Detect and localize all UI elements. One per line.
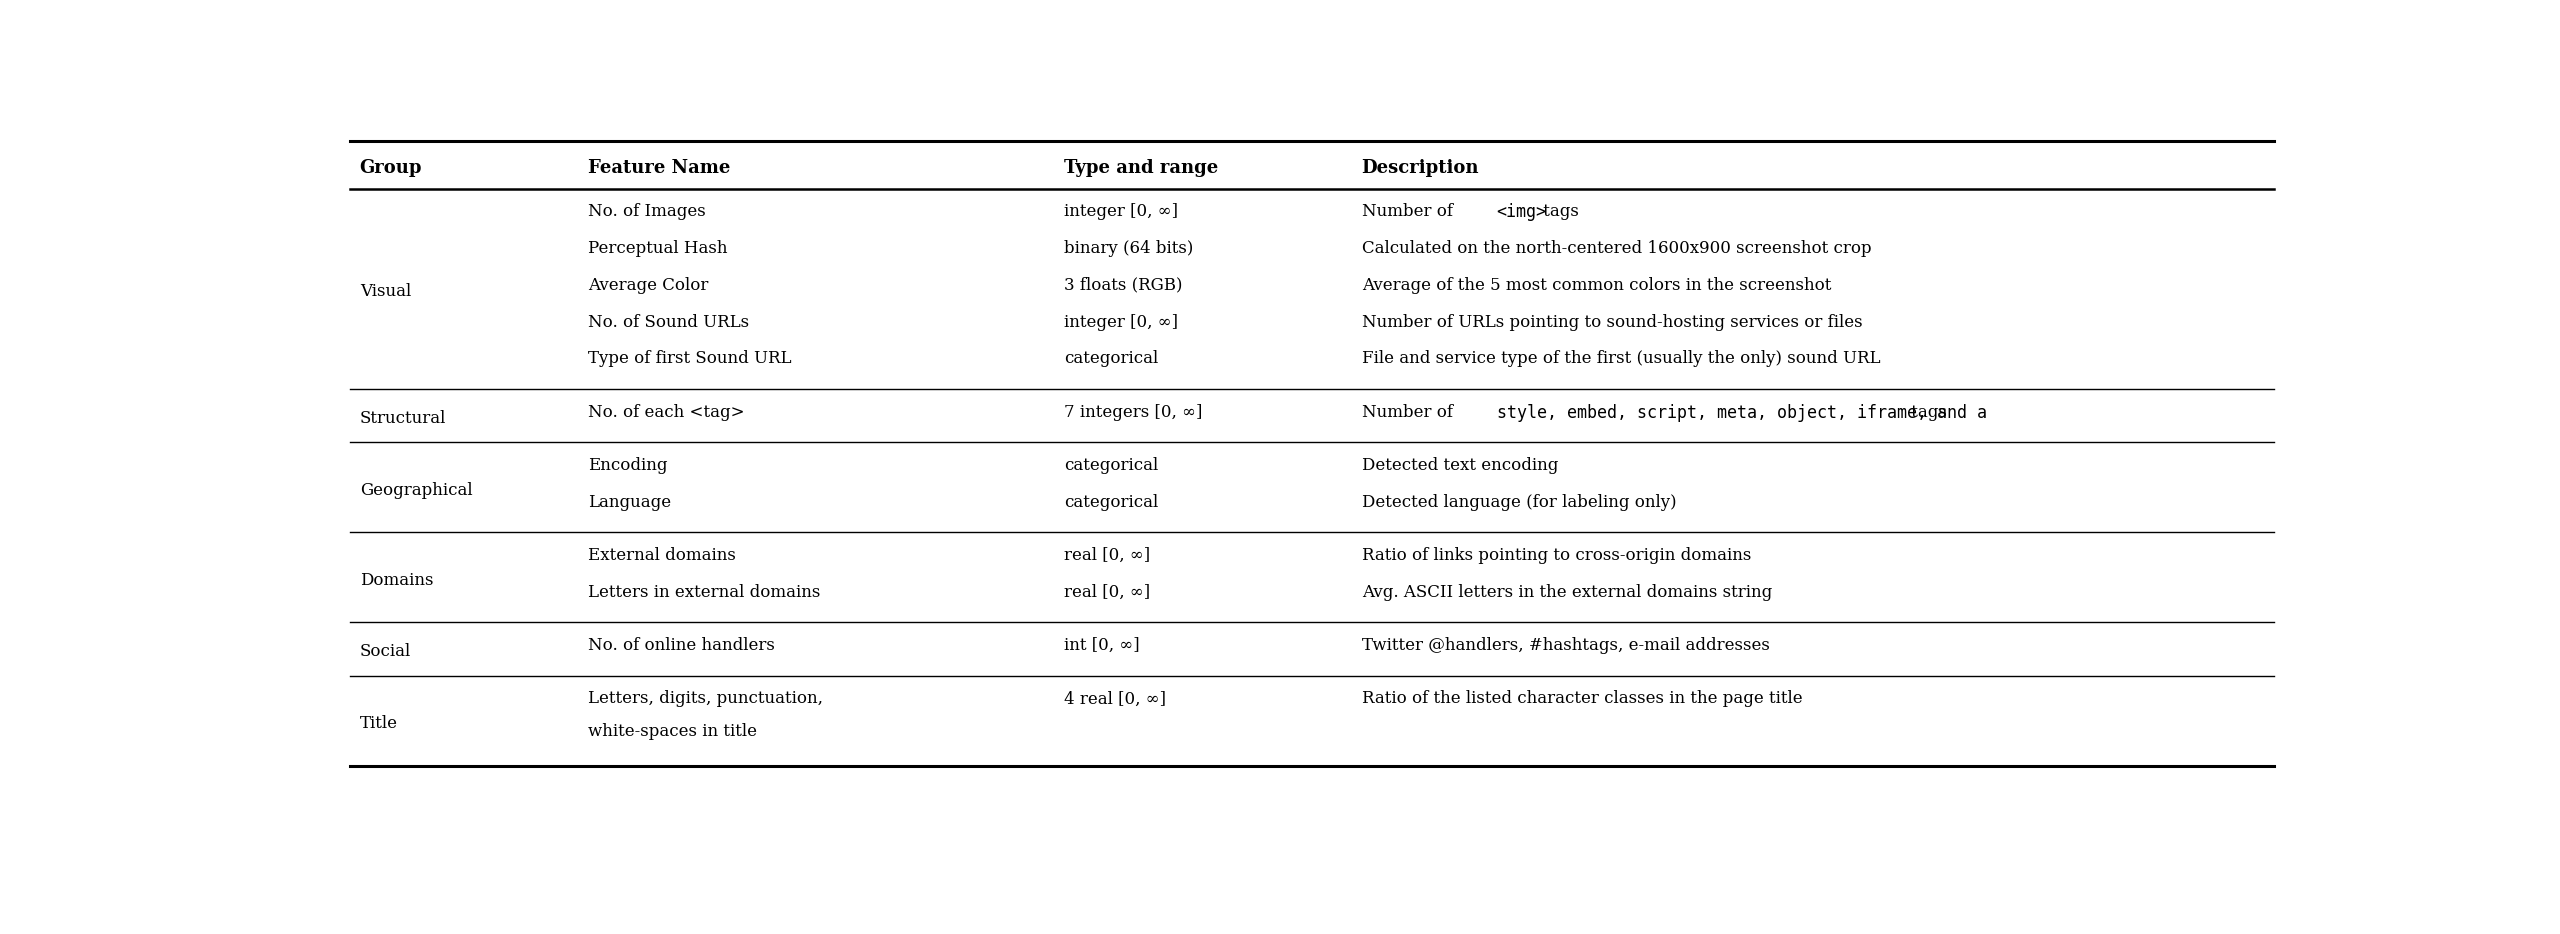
Text: Description: Description (1362, 160, 1480, 177)
Text: categorical: categorical (1065, 494, 1157, 511)
Text: Encoding: Encoding (589, 457, 668, 474)
Text: white-spaces in title: white-spaces in title (589, 724, 758, 741)
Text: Detected text encoding: Detected text encoding (1362, 457, 1559, 474)
Text: Type and range: Type and range (1065, 160, 1219, 177)
Text: real [0, ∞]: real [0, ∞] (1065, 547, 1149, 564)
Text: No. of Images: No. of Images (589, 204, 707, 220)
Text: categorical: categorical (1065, 457, 1157, 474)
Text: tags: tags (1539, 204, 1580, 220)
Text: Number of: Number of (1362, 204, 1457, 220)
Text: Social: Social (358, 644, 412, 660)
Text: File and service type of the first (usually the only) sound URL: File and service type of the first (usua… (1362, 350, 1879, 367)
Text: Group: Group (358, 160, 422, 177)
Text: External domains: External domains (589, 547, 735, 564)
Text: No. of Sound URLs: No. of Sound URLs (589, 314, 750, 331)
Text: 7 integers [0, ∞]: 7 integers [0, ∞] (1065, 403, 1203, 420)
Text: integer [0, ∞]: integer [0, ∞] (1065, 204, 1178, 220)
Text: Average Color: Average Color (589, 276, 709, 294)
Text: Visual: Visual (358, 283, 412, 300)
Text: Ratio of the listed character classes in the page title: Ratio of the listed character classes in… (1362, 690, 1802, 707)
Text: Domains: Domains (358, 572, 433, 588)
Text: 3 floats (RGB): 3 floats (RGB) (1065, 276, 1183, 294)
Text: binary (64 bits): binary (64 bits) (1065, 240, 1193, 257)
Text: tags: tags (1907, 403, 1948, 420)
Text: Letters, digits, punctuation,: Letters, digits, punctuation, (589, 690, 822, 707)
Text: Title: Title (358, 715, 397, 732)
Text: int [0, ∞]: int [0, ∞] (1065, 637, 1139, 654)
Text: Number of: Number of (1362, 403, 1457, 420)
Text: Ratio of links pointing to cross-origin domains: Ratio of links pointing to cross-origin … (1362, 547, 1751, 564)
Text: integer [0, ∞]: integer [0, ∞] (1065, 314, 1178, 331)
Text: Letters in external domains: Letters in external domains (589, 584, 819, 601)
Text: Language: Language (589, 494, 671, 511)
Text: Calculated on the north-centered 1600x900 screenshot crop: Calculated on the north-centered 1600x90… (1362, 240, 1871, 257)
Text: Average of the 5 most common colors in the screenshot: Average of the 5 most common colors in t… (1362, 276, 1830, 294)
Text: Avg. ASCII letters in the external domains string: Avg. ASCII letters in the external domai… (1362, 584, 1772, 601)
Text: 4 real [0, ∞]: 4 real [0, ∞] (1065, 690, 1165, 707)
Text: Perceptual Hash: Perceptual Hash (589, 240, 727, 257)
Text: categorical: categorical (1065, 350, 1157, 367)
Text: Number of URLs pointing to sound-hosting services or files: Number of URLs pointing to sound-hosting… (1362, 314, 1861, 331)
Text: No. of each <tag>: No. of each <tag> (589, 403, 745, 420)
Text: Structural: Structural (358, 410, 445, 427)
Text: real [0, ∞]: real [0, ∞] (1065, 584, 1149, 601)
Text: style, embed, script, meta, object, iframe, and a: style, embed, script, meta, object, ifra… (1498, 403, 1987, 421)
Text: Type of first Sound URL: Type of first Sound URL (589, 350, 791, 367)
Text: Feature Name: Feature Name (589, 160, 730, 177)
Text: Twitter @handlers, #hashtags, e-mail addresses: Twitter @handlers, #hashtags, e-mail add… (1362, 637, 1769, 654)
Text: <img>: <img> (1498, 204, 1546, 221)
Text: No. of online handlers: No. of online handlers (589, 637, 776, 654)
Text: Detected language (for labeling only): Detected language (for labeling only) (1362, 494, 1677, 511)
Text: Geographical: Geographical (358, 482, 471, 499)
